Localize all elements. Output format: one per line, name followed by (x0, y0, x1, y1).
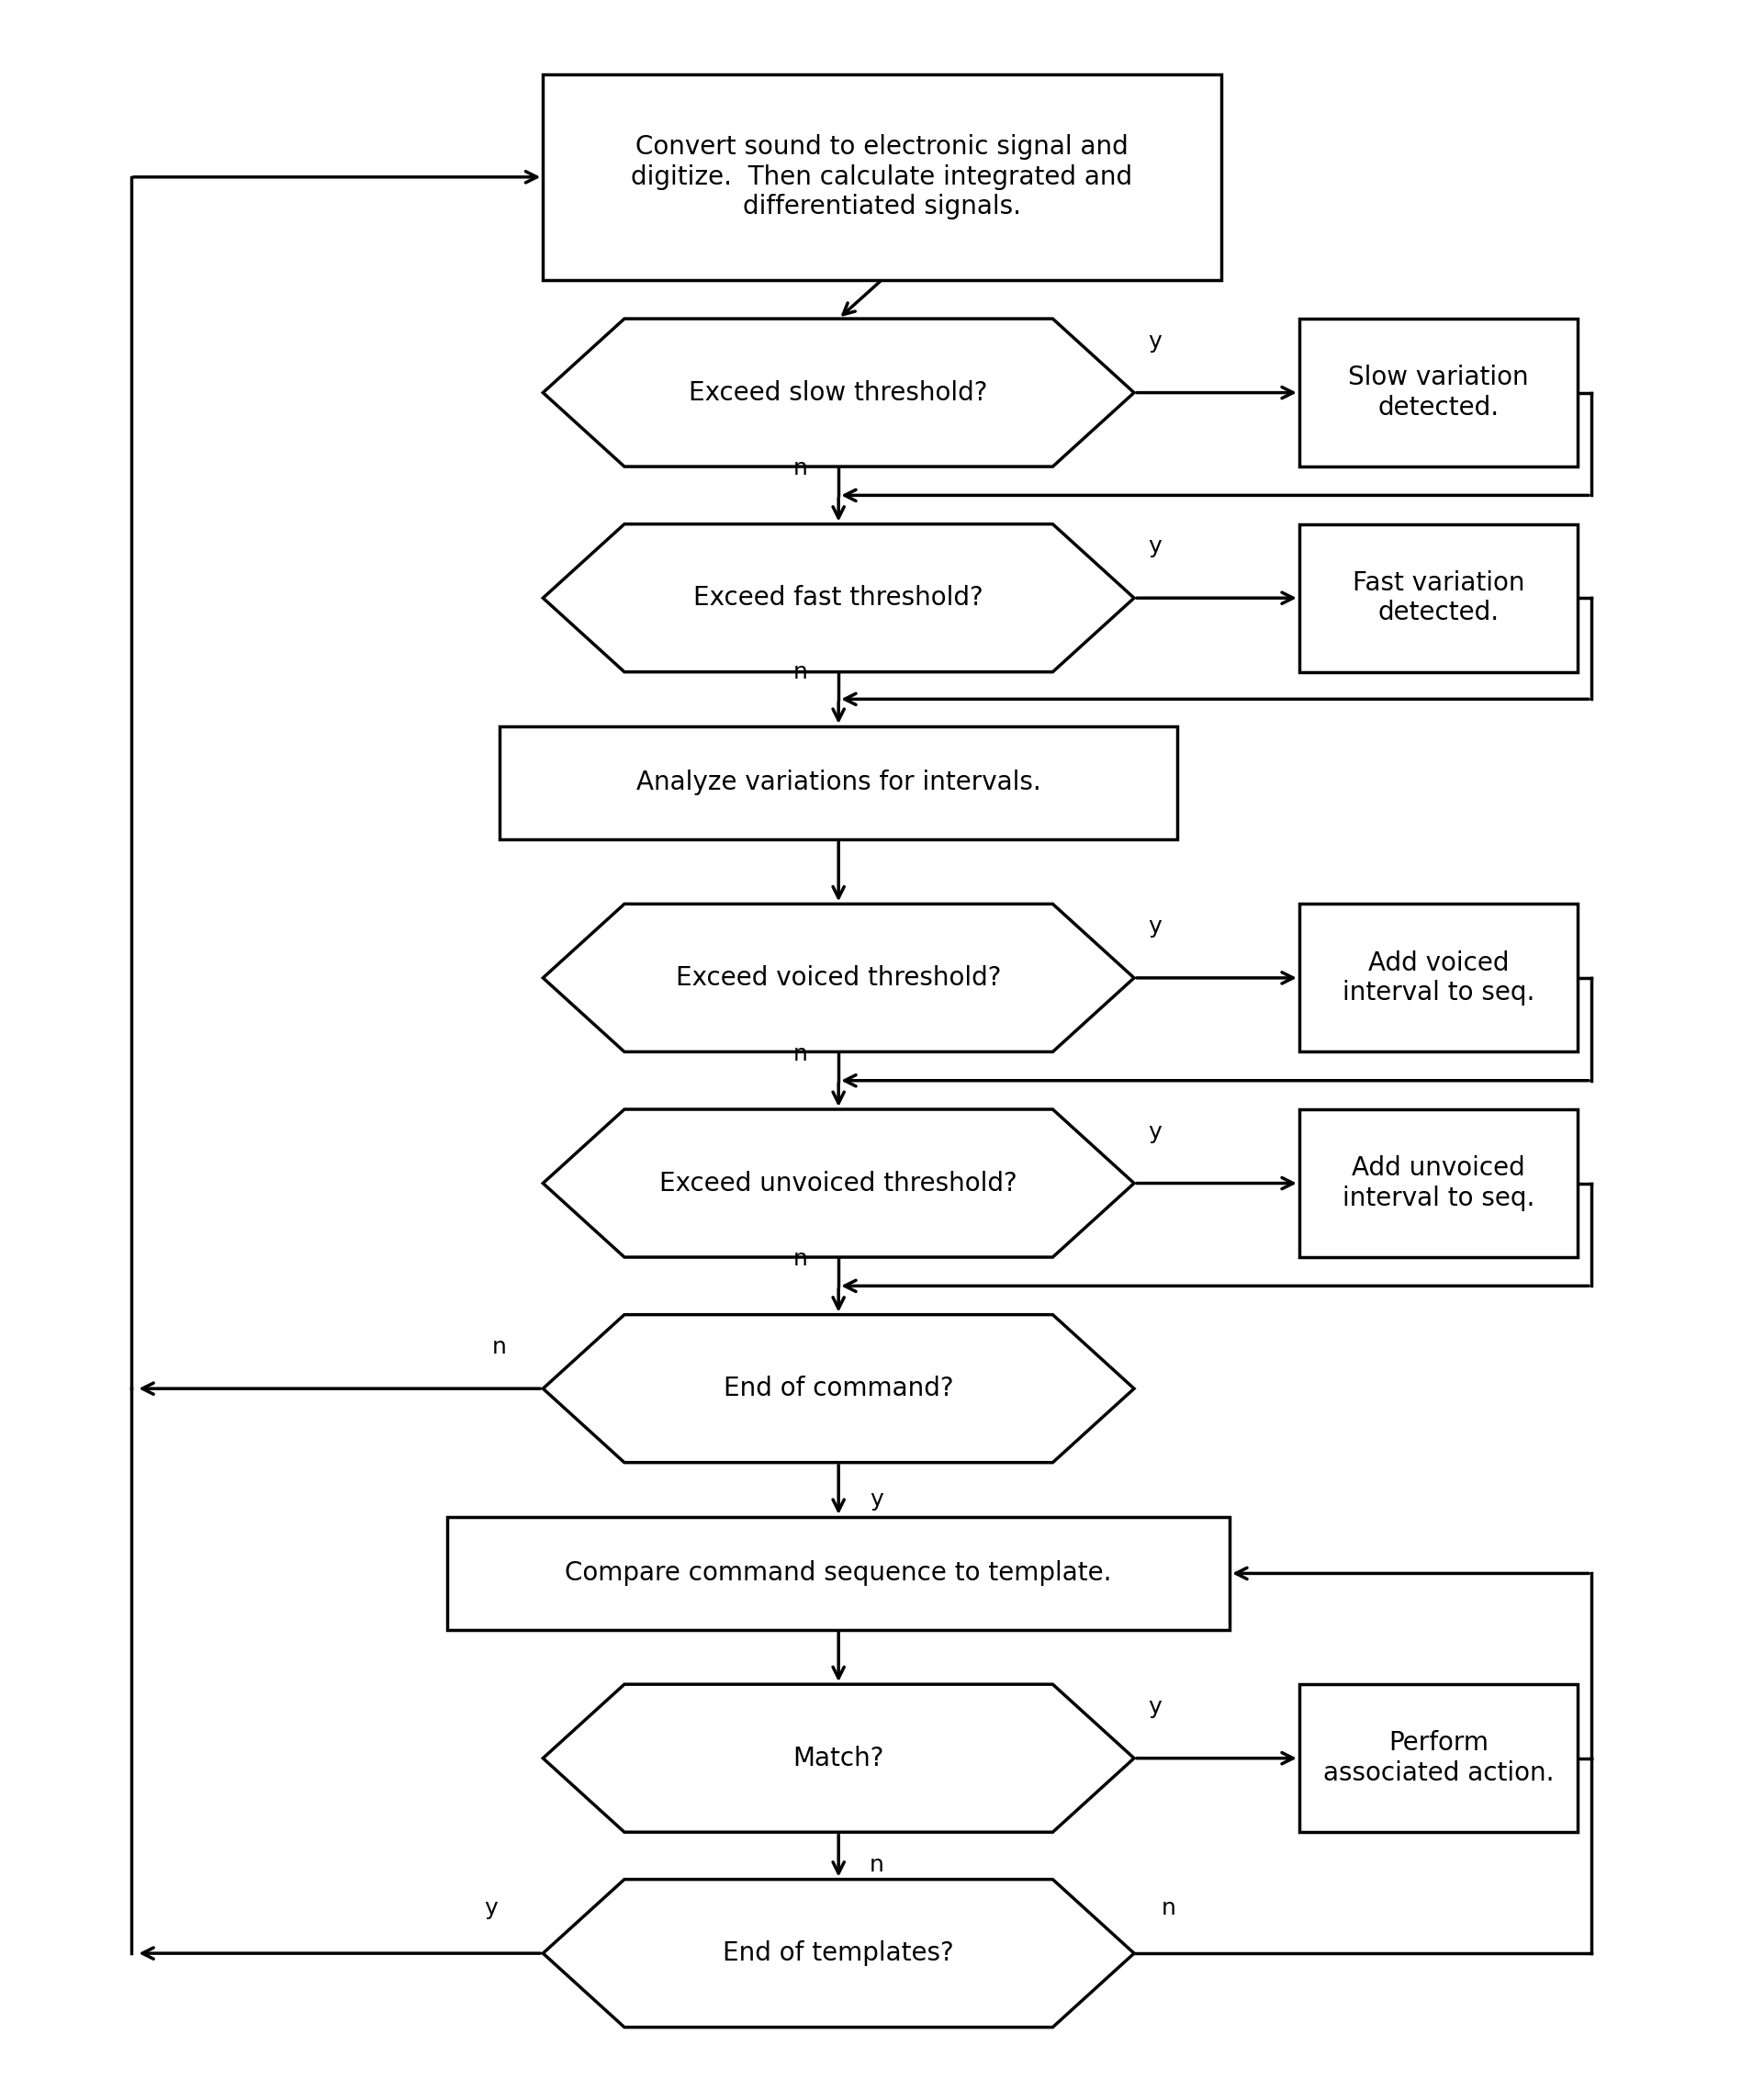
Text: y: y (1148, 915, 1162, 938)
FancyBboxPatch shape (1300, 318, 1577, 466)
Text: Fast variation
detected.: Fast variation detected. (1353, 570, 1524, 626)
Text: Exceed unvoiced threshold?: Exceed unvoiced threshold? (660, 1170, 1018, 1195)
Polygon shape (543, 1314, 1134, 1462)
Text: Add voiced
interval to seq.: Add voiced interval to seq. (1342, 950, 1535, 1006)
Text: n: n (794, 457, 808, 480)
Text: Perform
associated action.: Perform associated action. (1323, 1730, 1554, 1786)
Text: n: n (794, 1044, 808, 1064)
Text: y: y (1148, 331, 1162, 351)
Text: Analyze variations for intervals.: Analyze variations for intervals. (637, 769, 1041, 796)
Polygon shape (543, 904, 1134, 1052)
Text: y: y (1148, 1121, 1162, 1143)
FancyBboxPatch shape (448, 1518, 1230, 1630)
Text: y: y (1148, 1696, 1162, 1717)
Text: y: y (483, 1898, 497, 1919)
Text: n: n (794, 661, 808, 684)
Polygon shape (543, 524, 1134, 672)
Text: n: n (794, 1247, 808, 1270)
Text: Add unvoiced
interval to seq.: Add unvoiced interval to seq. (1342, 1156, 1535, 1210)
Text: Slow variation
detected.: Slow variation detected. (1348, 366, 1529, 420)
FancyBboxPatch shape (1300, 1684, 1577, 1832)
Text: End of command?: End of command? (723, 1376, 954, 1401)
FancyBboxPatch shape (543, 75, 1221, 281)
FancyBboxPatch shape (1300, 904, 1577, 1052)
Text: y: y (1148, 536, 1162, 557)
Text: Match?: Match? (792, 1746, 884, 1771)
FancyBboxPatch shape (499, 726, 1178, 840)
Text: n: n (492, 1337, 506, 1358)
FancyBboxPatch shape (1300, 1110, 1577, 1258)
Text: Exceed fast threshold?: Exceed fast threshold? (693, 584, 984, 611)
Text: Exceed voiced threshold?: Exceed voiced threshold? (676, 965, 1002, 992)
Polygon shape (543, 318, 1134, 466)
Text: Compare command sequence to template.: Compare command sequence to template. (564, 1561, 1111, 1586)
Text: y: y (870, 1489, 884, 1511)
Polygon shape (543, 1879, 1134, 2027)
Text: End of templates?: End of templates? (723, 1940, 954, 1967)
Text: Convert sound to electronic signal and
digitize.  Then calculate integrated and
: Convert sound to electronic signal and d… (632, 135, 1132, 220)
Polygon shape (543, 1684, 1134, 1832)
Text: n: n (1161, 1898, 1177, 1919)
FancyBboxPatch shape (1300, 524, 1577, 672)
Text: Exceed slow threshold?: Exceed slow threshold? (690, 380, 988, 405)
Text: n: n (870, 1854, 884, 1875)
Polygon shape (543, 1110, 1134, 1258)
